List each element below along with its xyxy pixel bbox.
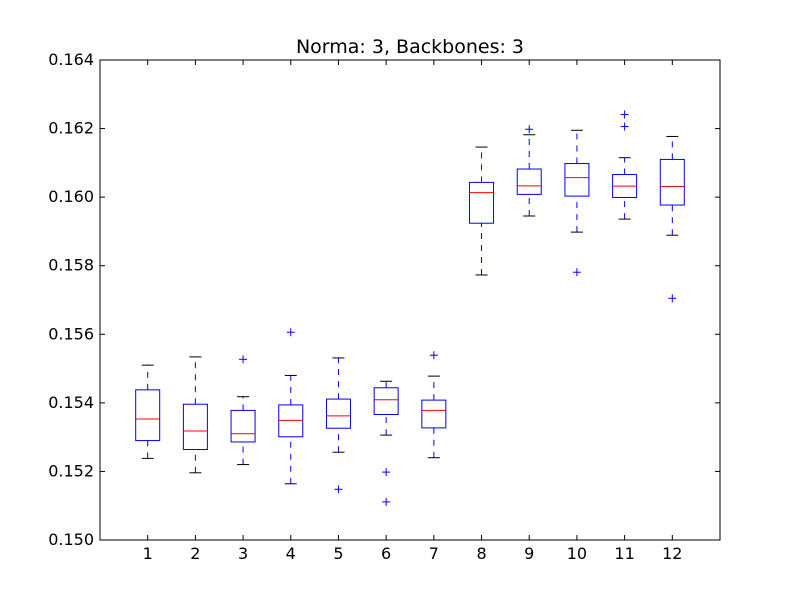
y-tick-label: 0.162: [48, 119, 94, 138]
x-tick-label: 2: [190, 544, 200, 563]
box-group-10: [564, 129, 590, 277]
box-iqr: [230, 409, 256, 443]
box-group-1: [135, 364, 161, 459]
box-group-9: [516, 125, 542, 217]
box-iqr: [373, 387, 399, 416]
y-tick-label: 0.164: [48, 50, 94, 69]
y-tick-label: 0.150: [48, 530, 94, 549]
x-tick-label: 1: [143, 544, 153, 563]
box-iqr: [659, 158, 685, 206]
outlier-marker: [239, 355, 248, 364]
outlier-marker: [572, 268, 581, 277]
box-group-3: [230, 355, 256, 466]
box-group-5: [325, 357, 351, 494]
box-group-12: [659, 135, 685, 303]
box-group-6: [373, 380, 399, 506]
outlier-marker: [429, 351, 438, 360]
y-tick-label: 0.152: [48, 461, 94, 480]
x-tick-label: 4: [286, 544, 296, 563]
outlier-marker: [620, 110, 629, 119]
outlier-marker: [286, 328, 295, 337]
box-iqr: [325, 398, 351, 429]
plot-area: [135, 110, 685, 506]
x-tick-label: 8: [476, 544, 486, 563]
box-group-7: [421, 351, 447, 459]
box-iqr: [182, 403, 208, 450]
box-iqr: [469, 181, 495, 224]
x-tick-label: 12: [662, 544, 682, 563]
y-tick-label: 0.160: [48, 187, 94, 206]
outlier-marker: [382, 468, 391, 477]
x-tick-label: 7: [429, 544, 439, 563]
y-tick-label: 0.156: [48, 324, 94, 343]
box-iqr: [278, 404, 304, 438]
box-iqr: [135, 389, 161, 442]
x-tick-label: 10: [567, 544, 587, 563]
x-tick-label: 6: [381, 544, 391, 563]
box-iqr: [516, 168, 542, 195]
x-tick-label: 3: [238, 544, 248, 563]
chart-title: Norma: 3, Backbones: 3: [296, 36, 524, 58]
y-tick-label: 0.154: [48, 393, 94, 412]
x-tick-label: 5: [333, 544, 343, 563]
box-group-11: [612, 110, 638, 220]
x-tick-label: 9: [524, 544, 534, 563]
y-tick-label: 0.158: [48, 256, 94, 275]
x-tick-label: 11: [614, 544, 634, 563]
outlier-marker: [525, 125, 534, 134]
box-group-4: [278, 328, 304, 485]
box-iqr: [421, 399, 447, 429]
outlier-marker: [620, 122, 629, 131]
outlier-marker: [382, 497, 391, 506]
box-iqr: [564, 163, 590, 197]
box-group-2: [182, 356, 208, 474]
outlier-marker: [334, 485, 343, 494]
axes-frame: [99, 59, 721, 541]
box-group-8: [469, 146, 495, 276]
outlier-marker: [668, 294, 677, 303]
